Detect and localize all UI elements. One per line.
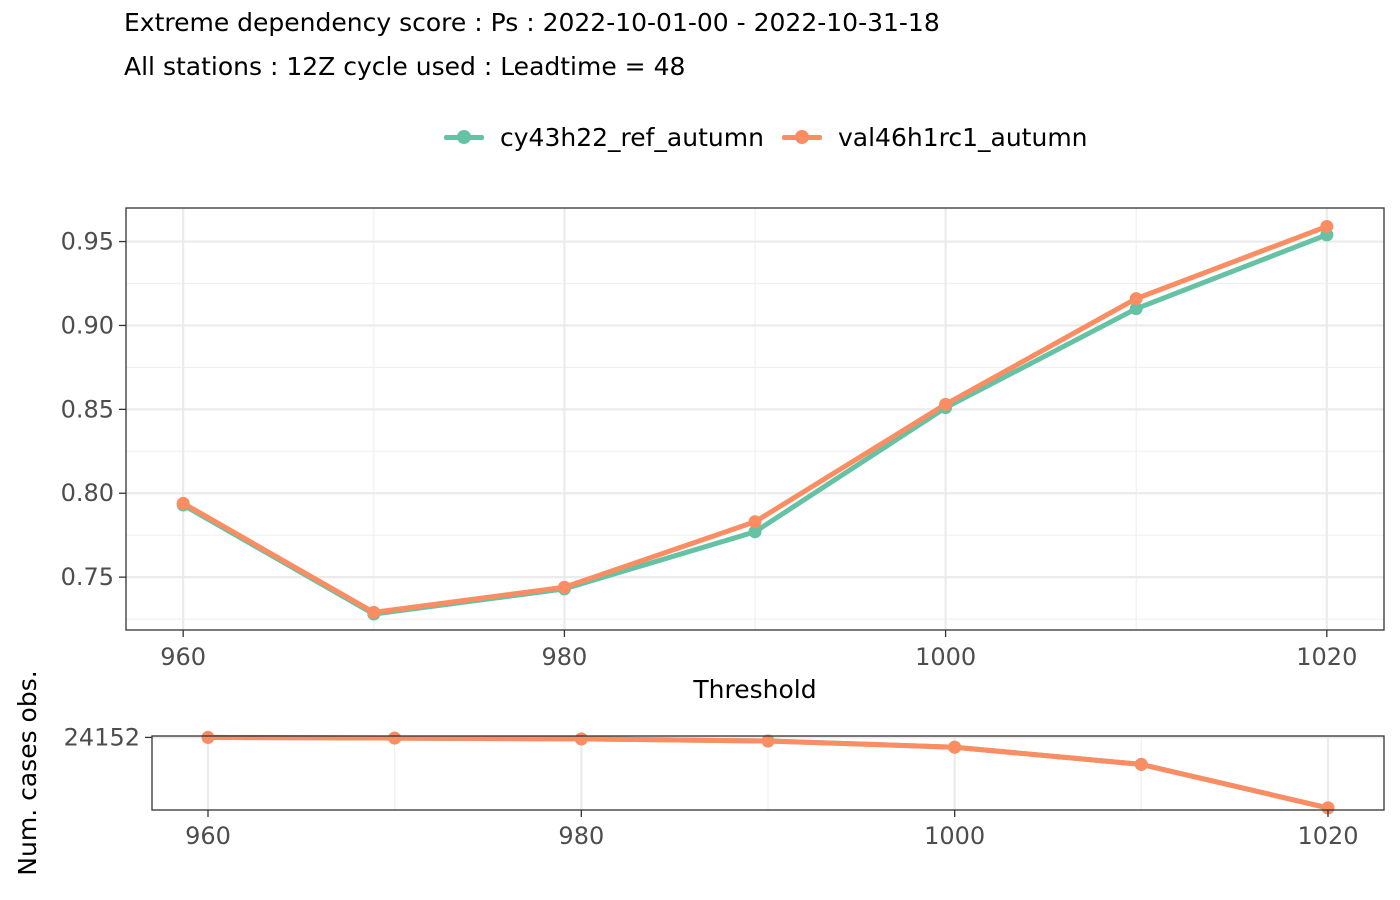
x-tick-label: 980 xyxy=(558,822,604,850)
panel-1: 960 980 1000 1020 0.75 0.80 0.85 0.90 0.95 Thresh… xyxy=(61,207,1385,704)
data-point-series-1 xyxy=(1129,302,1143,316)
x-tick-label: 1020 xyxy=(1296,643,1357,671)
legend-label-series-1: cy43h22_ref_autumn xyxy=(500,122,764,152)
data-point-series-2 xyxy=(1129,292,1143,306)
panel-2: 960 980 1000 1020 24152 Num. cases obs. xyxy=(13,670,1385,876)
y-tick-label: 0.85 xyxy=(61,395,114,423)
data-point-series-1 xyxy=(748,525,762,539)
y-tick-label: 0.75 xyxy=(61,563,114,591)
data-point-series-2 xyxy=(1134,757,1148,771)
x-axis-title: Threshold xyxy=(692,675,816,704)
chart-subtitle: All stations : 12Z cycle used : Leadtime… xyxy=(124,52,686,81)
x-tick-label: 1020 xyxy=(1297,822,1358,850)
data-point-series-2 xyxy=(948,740,962,754)
data-point-series-2 xyxy=(176,496,190,510)
y-axis-title: Num. cases obs. xyxy=(13,670,42,875)
legend-label-series-2: val46h1rc1_autumn xyxy=(838,122,1088,152)
y-tick-label: 0.90 xyxy=(61,311,114,339)
legend-key-series-1 xyxy=(444,120,484,154)
chart-title: Extreme dependency score : Ps : 2022-10-… xyxy=(124,8,940,37)
data-point-series-2 xyxy=(1321,801,1335,815)
y-tick-label: 24152 xyxy=(64,723,140,751)
data-point-series-2 xyxy=(761,734,775,748)
data-point-series-2 xyxy=(557,580,571,594)
x-tick-label: 1000 xyxy=(924,822,985,850)
x-tick-label: 960 xyxy=(185,822,231,850)
legend-item-series-1: cy43h22_ref_autumn xyxy=(444,120,764,154)
data-point-series-2 xyxy=(201,730,215,744)
data-point-series-2 xyxy=(748,515,762,529)
x-tick-label: 1000 xyxy=(915,643,976,671)
y-tick-label: 0.80 xyxy=(61,479,114,507)
data-point-series-2 xyxy=(367,605,381,619)
data-point-series-2 xyxy=(574,732,588,746)
panel-border xyxy=(151,735,1385,811)
legend-item-series-2: val46h1rc1_autumn xyxy=(782,120,1088,154)
data-point-series-2 xyxy=(1320,219,1334,233)
data-point-series-2 xyxy=(388,731,402,745)
x-tick-label: 960 xyxy=(160,643,206,671)
y-tick-label: 0.95 xyxy=(61,228,114,256)
x-tick-label: 980 xyxy=(541,643,587,671)
panel-border xyxy=(125,207,1385,631)
data-point-series-2 xyxy=(939,397,953,411)
legend-key-series-2 xyxy=(782,120,822,154)
